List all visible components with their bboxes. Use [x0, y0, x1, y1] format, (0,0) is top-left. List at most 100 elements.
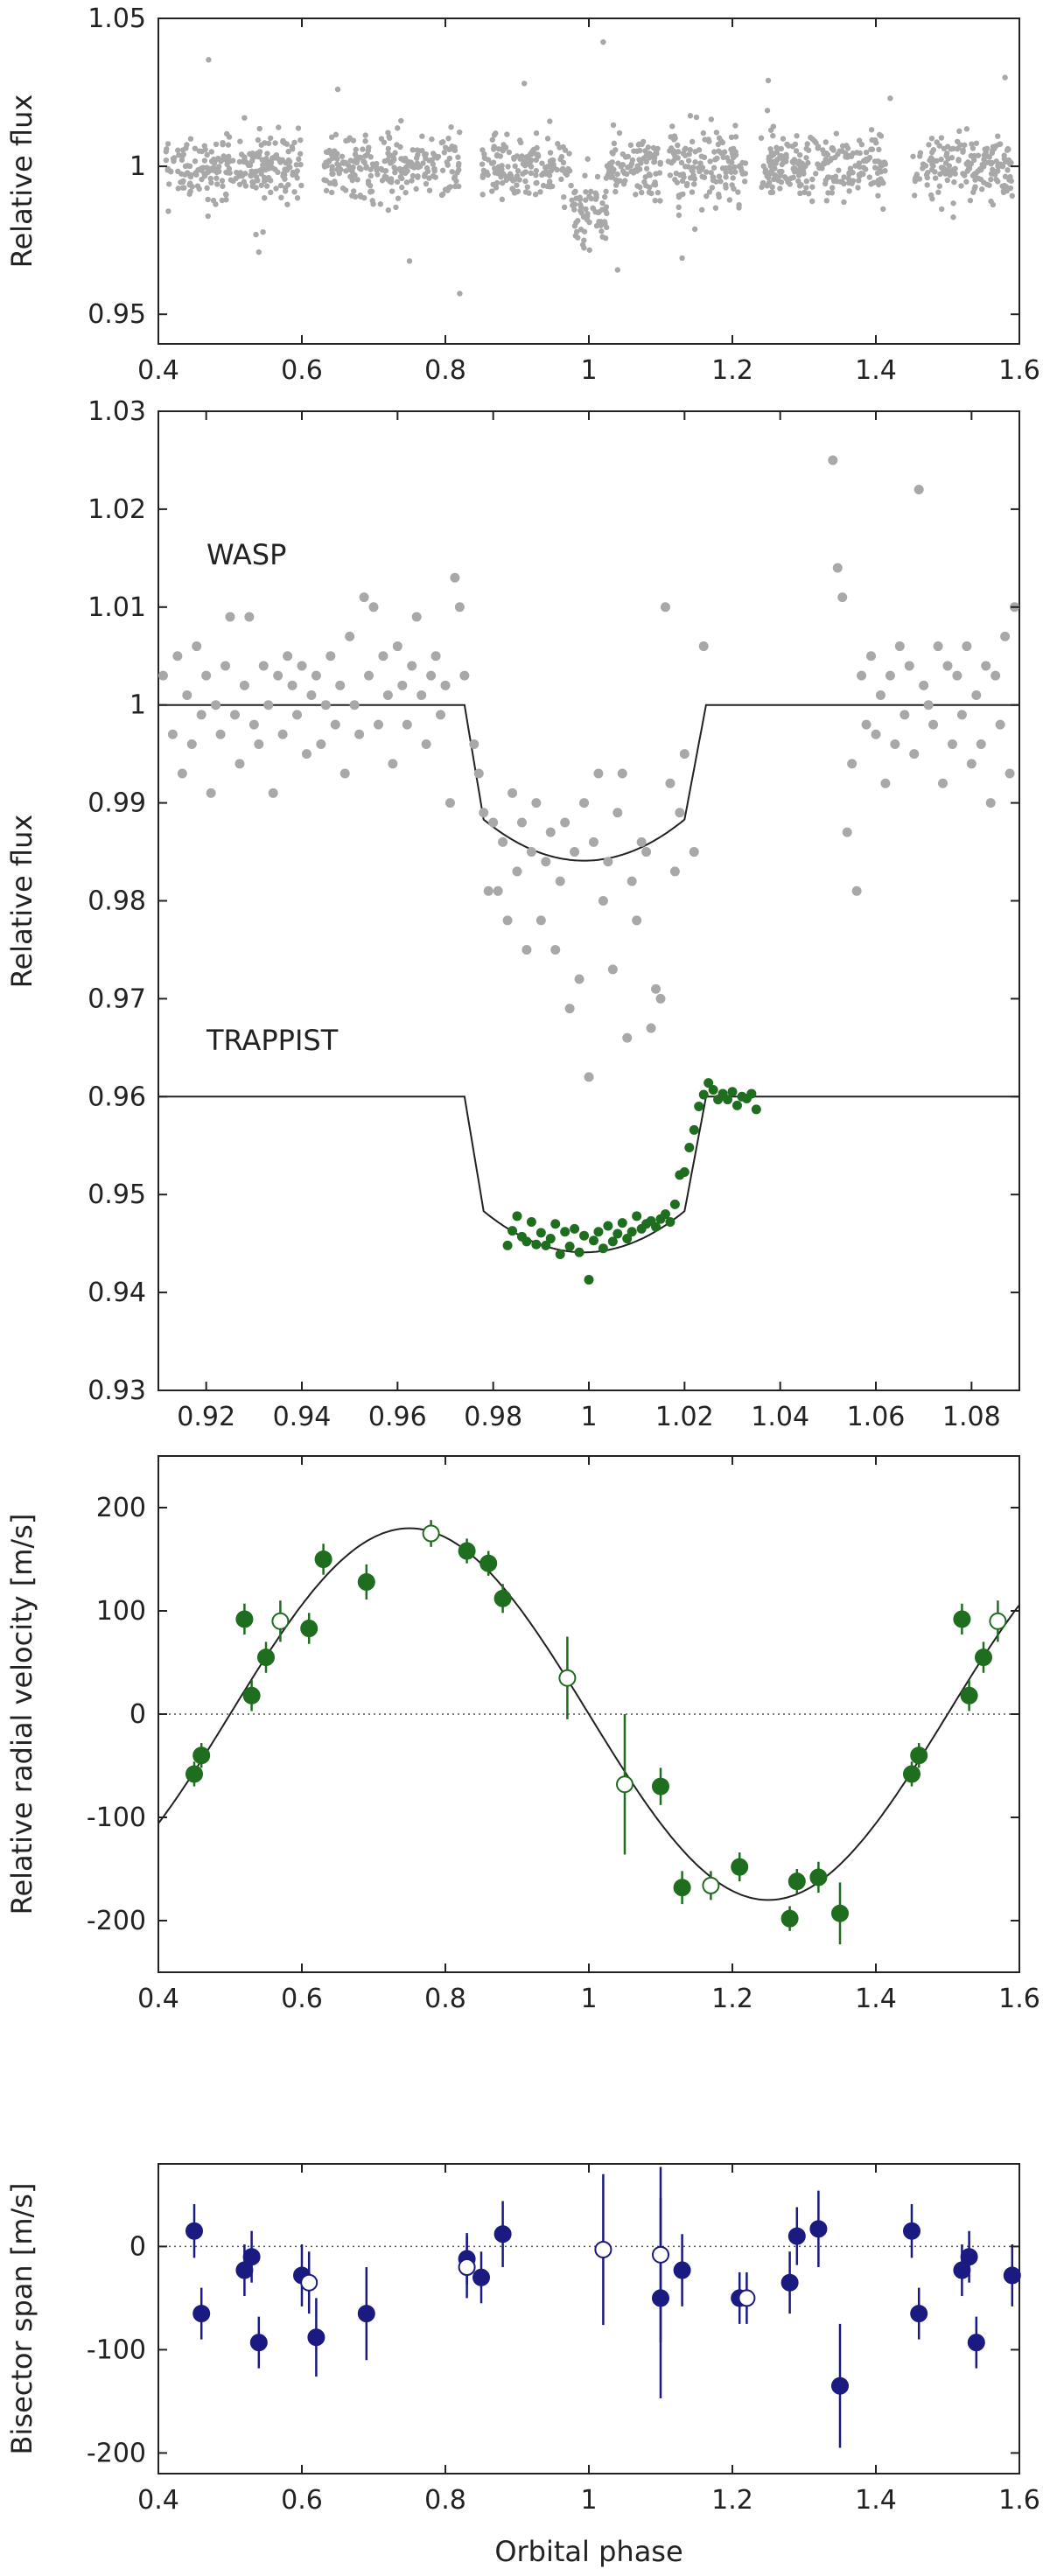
y-tick-label: 0.96 [88, 1082, 146, 1112]
wasp-point [928, 719, 939, 730]
data-point [650, 144, 657, 151]
wasp-point [254, 738, 264, 749]
wasp-point [248, 719, 259, 730]
data-point [186, 163, 193, 170]
data-point [970, 157, 977, 164]
data-point [780, 136, 787, 142]
data-point [809, 176, 816, 183]
data-point [204, 164, 210, 171]
data-point [762, 167, 769, 173]
data-point [970, 145, 976, 151]
data-point [250, 170, 257, 176]
data-point [795, 167, 802, 173]
data-point [863, 166, 869, 172]
data-point [249, 2334, 268, 2352]
trappist-point [704, 1078, 714, 1088]
data-point [696, 168, 703, 175]
wasp-point [536, 915, 546, 926]
data-point [984, 159, 990, 165]
wasp-point [502, 915, 513, 926]
data-point [586, 219, 592, 226]
data-point [609, 150, 615, 156]
data-point [214, 181, 220, 187]
trappist-point [626, 1227, 637, 1237]
data-point [719, 165, 726, 172]
data-point [956, 128, 962, 135]
data-point [768, 167, 775, 174]
trappist-point [732, 1100, 742, 1110]
data-point [273, 186, 279, 192]
data-point [452, 147, 458, 154]
data-point [526, 190, 532, 196]
data-point [654, 189, 662, 196]
data-point [571, 206, 578, 213]
data-point [498, 174, 504, 180]
data-point [406, 258, 413, 264]
data-point [651, 181, 657, 188]
data-point-open [594, 2240, 612, 2258]
data-point [953, 1610, 971, 1628]
wasp-point [612, 808, 623, 818]
x-tick-label: 1.4 [855, 1984, 897, 2014]
data-point [910, 153, 916, 159]
data-point [704, 169, 710, 175]
data-point [924, 182, 930, 188]
trappist-point [588, 1236, 598, 1246]
data-point [693, 114, 700, 121]
data-point [868, 127, 875, 133]
data-point [706, 189, 713, 195]
data-point [768, 153, 774, 159]
y-axis: -200 -100 0 [87, 2231, 1019, 2468]
data-point [809, 1868, 828, 1886]
data-point [711, 149, 718, 155]
wasp-point [335, 680, 346, 690]
data-point [863, 149, 870, 156]
wasp-point [871, 729, 881, 739]
data-point [821, 160, 827, 166]
data-point [323, 187, 330, 194]
wasp-point [454, 602, 465, 612]
data-point [770, 158, 776, 164]
data-point [741, 178, 748, 185]
wasp-point [512, 866, 522, 877]
data-marks [163, 38, 1015, 297]
data-point [809, 2220, 828, 2238]
data-point [699, 206, 705, 214]
data-point [402, 189, 409, 196]
data-point [708, 170, 714, 176]
data-point [493, 130, 499, 136]
data-point-open [652, 2245, 669, 2264]
data-point-open [702, 1876, 720, 1894]
data-point [201, 143, 208, 149]
wasp-point [292, 710, 303, 720]
wasp-point [632, 915, 642, 926]
data-point [736, 201, 742, 208]
data-point [201, 158, 208, 164]
data-point [561, 204, 568, 211]
wasp-point [669, 866, 680, 877]
data-point [430, 161, 436, 167]
data-point [995, 133, 1001, 139]
x-tick-label: 1 [580, 1984, 597, 2014]
data-point [1002, 74, 1008, 80]
data-point [670, 158, 677, 164]
data-point [596, 218, 602, 225]
data-point [713, 178, 719, 185]
data-point [592, 196, 599, 202]
data-point [934, 139, 940, 145]
data-point [676, 194, 682, 200]
data-point [334, 86, 341, 93]
data-point [930, 147, 937, 153]
data-point [176, 151, 182, 158]
wasp-point [976, 738, 986, 749]
data-point [520, 161, 527, 167]
wasp-point [382, 690, 393, 701]
data-point [645, 144, 652, 150]
wasp-point [541, 857, 551, 867]
data-point [242, 1686, 261, 1704]
data-point [903, 1765, 920, 1783]
data-point [832, 154, 838, 161]
panel-radial-velocity: 0.4 0.6 0.8 1 1.2 1.4 1.6 -200 -100 0 100 200 Rela… [5, 1455, 1040, 2014]
x-tick-label: 0.94 [273, 1402, 332, 1432]
data-point [261, 174, 268, 181]
